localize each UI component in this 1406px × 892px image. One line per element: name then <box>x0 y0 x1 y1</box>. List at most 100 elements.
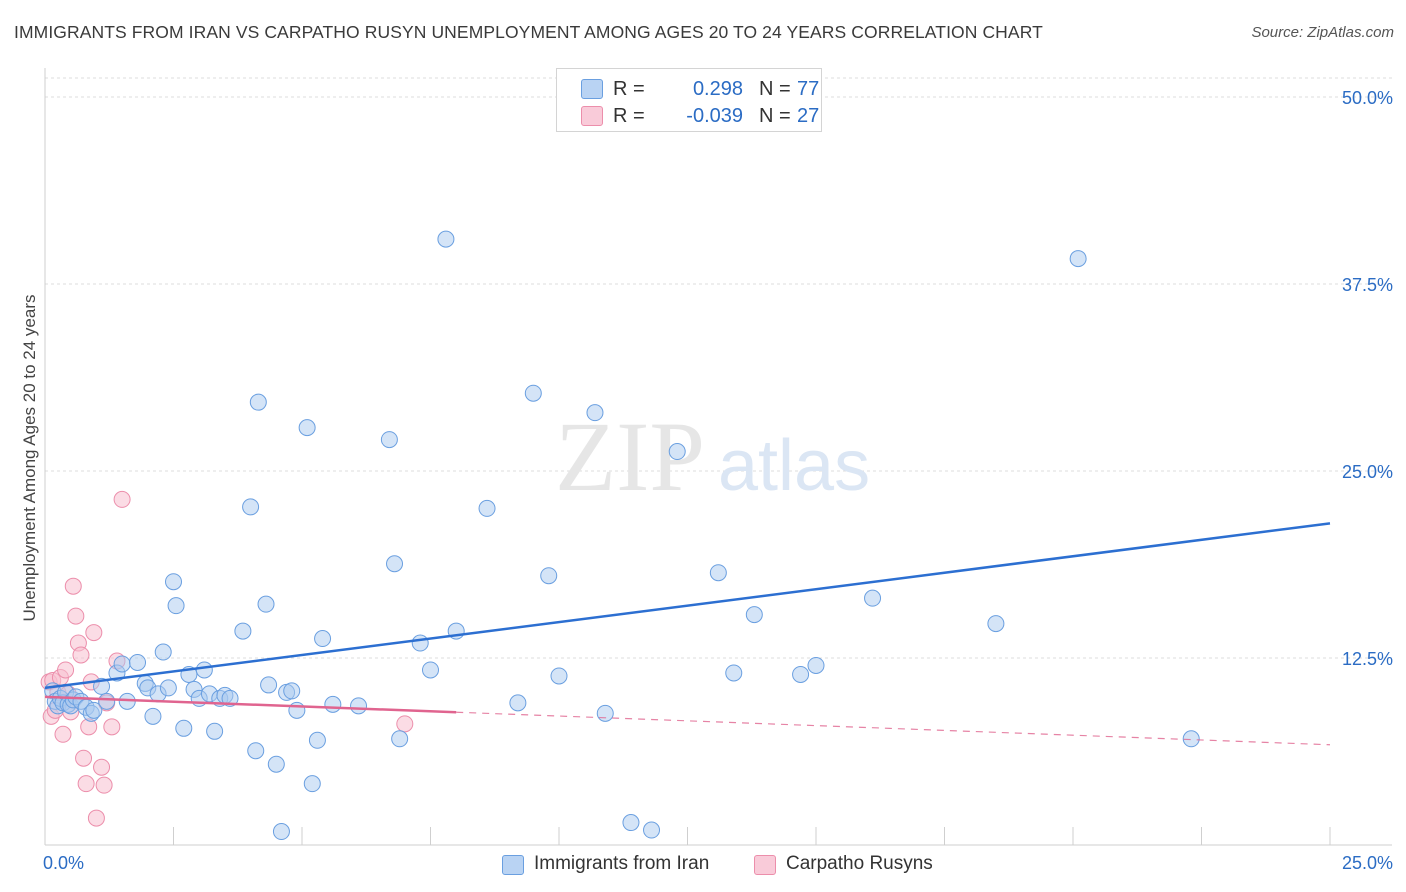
data-point-iran <box>113 655 131 673</box>
legend-n-label: N = <box>759 105 791 127</box>
data-point-iran <box>257 595 275 613</box>
y-tick-label: 12.5% <box>1342 649 1393 669</box>
data-point-carpatho <box>77 775 95 793</box>
data-point-carpatho <box>72 646 90 664</box>
data-point-carpatho <box>87 809 105 827</box>
x-tick-label: 0.0% <box>43 853 84 873</box>
data-point-carpatho <box>103 718 121 736</box>
tick-labels: 12.5% 25.0% 37.5% 50.0% 0.0% 25.0% <box>43 88 1393 873</box>
legend-swatch-iran <box>581 79 603 99</box>
data-point-iran <box>298 419 316 437</box>
data-point-iran <box>85 701 103 719</box>
data-point-iran <box>247 742 265 760</box>
trend-line-carpatho-extension <box>456 711 1331 746</box>
data-point-iran <box>303 775 321 793</box>
trend-lines <box>44 522 1331 746</box>
source-label: Source: ZipAtlas.com <box>1251 24 1394 41</box>
data-point-iran <box>314 630 332 648</box>
data-point-iran <box>195 661 213 679</box>
legend-r-label: R = <box>613 78 645 100</box>
data-point-iran <box>596 704 614 722</box>
series-carpatho-points <box>40 490 414 827</box>
data-point-iran <box>167 597 185 615</box>
data-point-carpatho <box>54 725 72 743</box>
data-point-iran <box>422 661 439 679</box>
data-point-iran <box>668 443 686 461</box>
legend-n-value: 77 <box>797 78 820 100</box>
data-point-iran <box>478 499 496 517</box>
data-point-iran <box>324 695 342 713</box>
data-point-iran <box>144 707 162 725</box>
legend-n-label: N = <box>759 78 791 100</box>
data-point-carpatho <box>113 490 131 508</box>
data-point-iran <box>437 230 455 248</box>
data-point-carpatho <box>57 661 75 679</box>
data-point-iran <box>987 615 1005 633</box>
data-point-carpatho <box>75 749 93 767</box>
data-point-iran <box>540 567 558 585</box>
data-point-iran <box>175 719 193 737</box>
data-point-iran <box>709 564 727 582</box>
data-point-iran <box>386 555 404 573</box>
data-point-iran <box>524 384 542 402</box>
data-point-carpatho <box>85 624 103 642</box>
data-point-iran <box>643 821 661 839</box>
data-point-iran <box>242 498 260 516</box>
data-point-carpatho <box>95 776 113 794</box>
legend-series: Immigrants from Iran Carpatho Rusyns <box>0 850 1406 880</box>
y-tick-label: 37.5% <box>1342 275 1393 295</box>
watermark: ZIP atlas <box>555 401 870 512</box>
y-tick-label: 25.0% <box>1342 462 1393 482</box>
trend-line-carpatho <box>44 695 457 714</box>
data-point-carpatho <box>93 758 111 776</box>
data-point-iran <box>249 393 267 411</box>
x-tick-label: 25.0% <box>1342 853 1393 873</box>
data-point-iran <box>586 404 604 422</box>
data-point-iran <box>283 682 301 700</box>
data-point-iran <box>745 606 763 624</box>
legend-label-carpatho: Carpatho Rusyns <box>786 853 933 874</box>
data-point-iran <box>129 653 147 671</box>
data-point-iran <box>260 676 278 694</box>
legend-n-value: 27 <box>797 105 820 127</box>
data-point-iran <box>154 643 172 661</box>
data-point-iran <box>267 755 285 773</box>
data-point-carpatho <box>64 577 82 595</box>
data-point-iran <box>792 665 810 683</box>
data-point-iran <box>509 694 527 712</box>
data-point-iran <box>350 697 368 715</box>
legend-r-label: R = <box>613 105 645 127</box>
data-point-iran <box>272 823 290 841</box>
data-point-iran <box>308 731 326 749</box>
data-point-iran <box>807 656 825 674</box>
data-point-iran <box>864 589 882 607</box>
legend-swatch-carpatho <box>581 106 603 126</box>
data-point-iran <box>159 679 177 697</box>
data-point-iran <box>622 814 640 832</box>
y-axis-label: Unemployment Among Ages 20 to 24 years <box>20 294 39 622</box>
data-point-iran <box>1182 730 1200 748</box>
legend-stats: R = 0.298 N = 77 R = -0.039 N = 27 <box>556 68 822 132</box>
data-point-iran <box>550 667 568 685</box>
data-point-carpatho <box>67 607 85 625</box>
data-point-iran <box>380 431 398 449</box>
legend-swatch-iran <box>502 855 524 875</box>
data-point-iran <box>206 722 224 740</box>
data-point-iran <box>411 634 429 652</box>
data-point-iran <box>725 664 743 682</box>
legend-r-value: -0.039 <box>686 105 743 127</box>
data-point-iran <box>234 622 252 640</box>
data-point-iran <box>1069 250 1087 268</box>
series-iran-points <box>44 230 1200 841</box>
trend-line-iran <box>44 522 1331 690</box>
data-point-carpatho <box>396 715 414 733</box>
y-tick-label: 50.0% <box>1342 88 1393 108</box>
legend-swatch-carpatho <box>754 855 776 875</box>
data-point-iran <box>391 730 409 748</box>
data-point-iran <box>288 701 306 719</box>
chart-title: IMMIGRANTS FROM IRAN VS CARPATHO RUSYN U… <box>14 22 1043 42</box>
data-point-iran <box>98 692 116 710</box>
legend-label-iran: Immigrants from Iran <box>534 853 710 874</box>
legend-r-value: 0.298 <box>692 78 743 100</box>
